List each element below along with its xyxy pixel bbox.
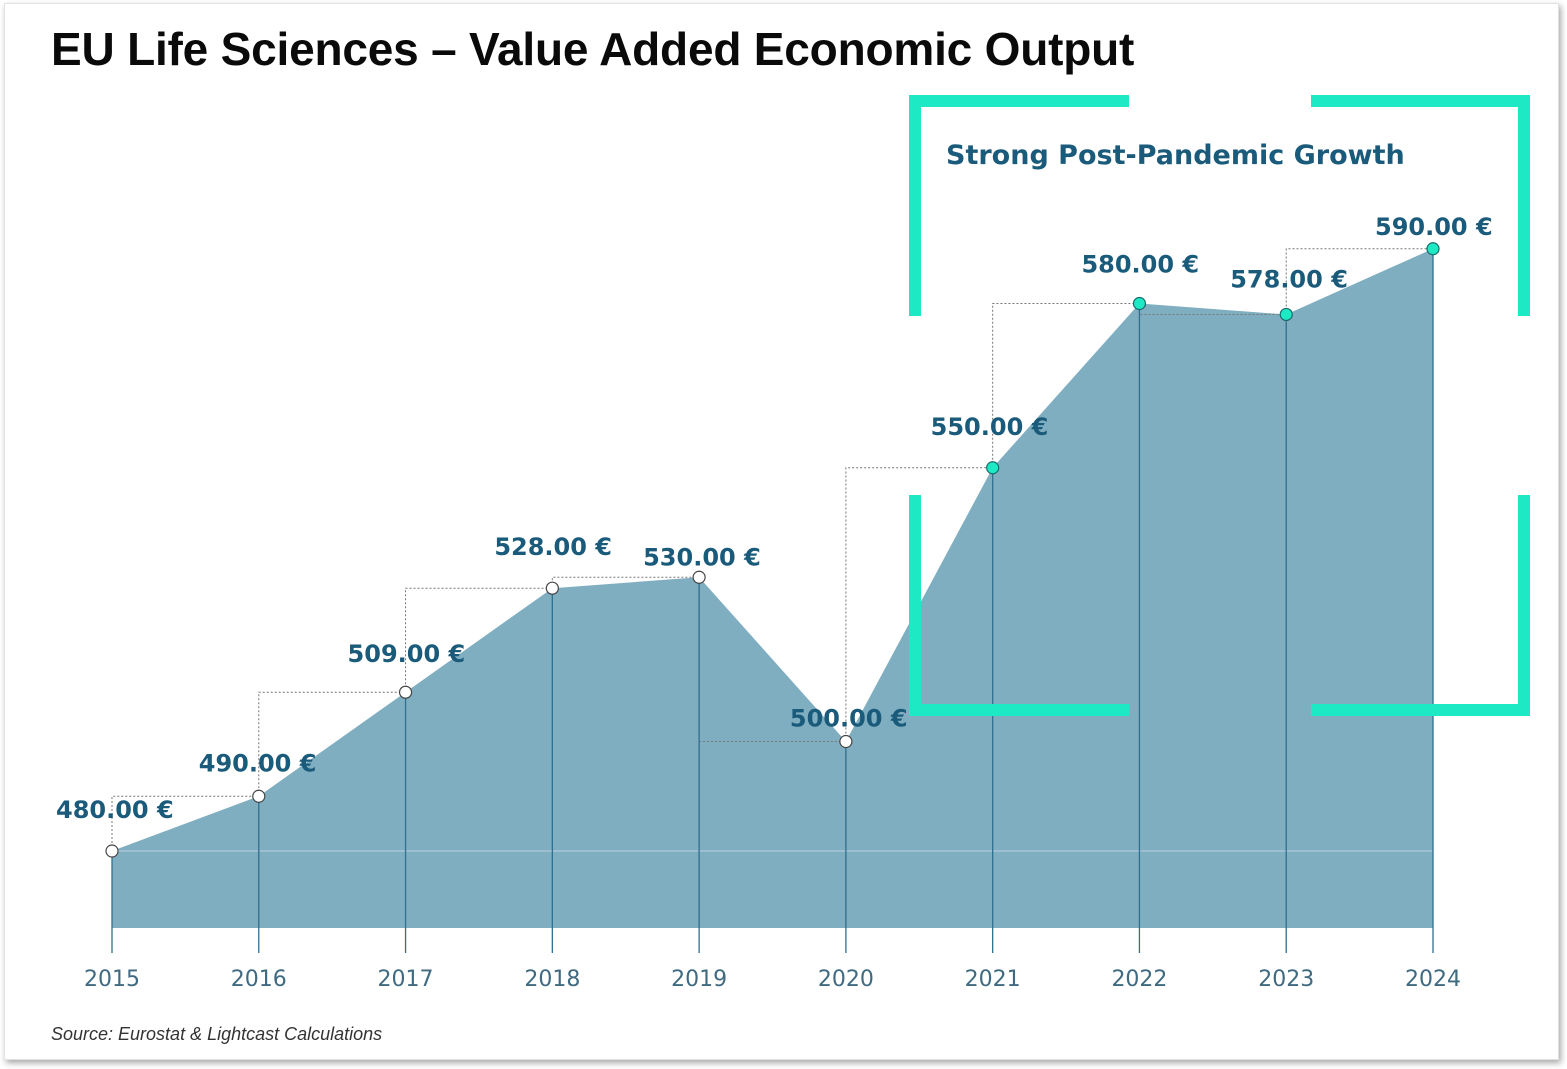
data-point (252, 789, 266, 803)
data-point (398, 685, 413, 699)
data-label: 490.00 € (199, 749, 317, 777)
x-tick-label: 2017 (378, 967, 434, 992)
x-tick-label: 2018 (524, 967, 580, 992)
step-connector (551, 576, 700, 589)
step-connector (1138, 303, 1287, 315)
x-tick-label: 2024 (1405, 967, 1461, 992)
step-connector (258, 691, 406, 797)
x-tick-label: 2022 (1111, 967, 1167, 992)
data-point (545, 581, 559, 595)
data-point (692, 570, 706, 584)
chart-title: EU Life Sciences – Value Added Economic … (51, 23, 1135, 75)
x-tick-label: 2021 (965, 967, 1021, 992)
data-label: 480.00 € (56, 796, 174, 824)
x-tick-label: 2019 (671, 967, 727, 992)
x-tick-label: 2015 (84, 967, 140, 992)
step-connector (405, 587, 553, 693)
data-label: 528.00 € (494, 533, 612, 561)
area-fill (112, 248, 1433, 928)
data-point (105, 844, 119, 858)
highlight-bracket (909, 95, 1129, 316)
highlight-bracket (1311, 95, 1530, 316)
step-connector (111, 795, 259, 851)
step-connector (845, 467, 993, 742)
x-tick-label: 2023 (1258, 967, 1314, 992)
source-note: Source: Eurostat & Lightcast Calculation… (51, 1024, 383, 1044)
data-label: 500.00 € (790, 705, 908, 733)
data-label: 590.00 € (1375, 213, 1493, 241)
data-label: 578.00 € (1230, 265, 1348, 293)
highlight-annotation: Strong Post-Pandemic Growth (946, 140, 1405, 171)
step-connector (992, 303, 1140, 468)
step-connector (1285, 248, 1433, 315)
data-point (839, 734, 853, 749)
data-label: 550.00 € (931, 413, 1049, 441)
data-point (986, 461, 1000, 475)
x-tick-label: 2016 (231, 967, 287, 992)
data-label: 580.00 € (1081, 251, 1199, 279)
data-label: 509.00 € (348, 640, 466, 668)
data-label: 530.00 € (643, 543, 761, 571)
highlight-bracket (1311, 495, 1530, 716)
data-point (1279, 307, 1293, 322)
x-tick-label: 2020 (818, 967, 874, 992)
data-point (1132, 296, 1147, 311)
highlight-bracket (909, 495, 1129, 716)
data-point (1426, 242, 1440, 256)
